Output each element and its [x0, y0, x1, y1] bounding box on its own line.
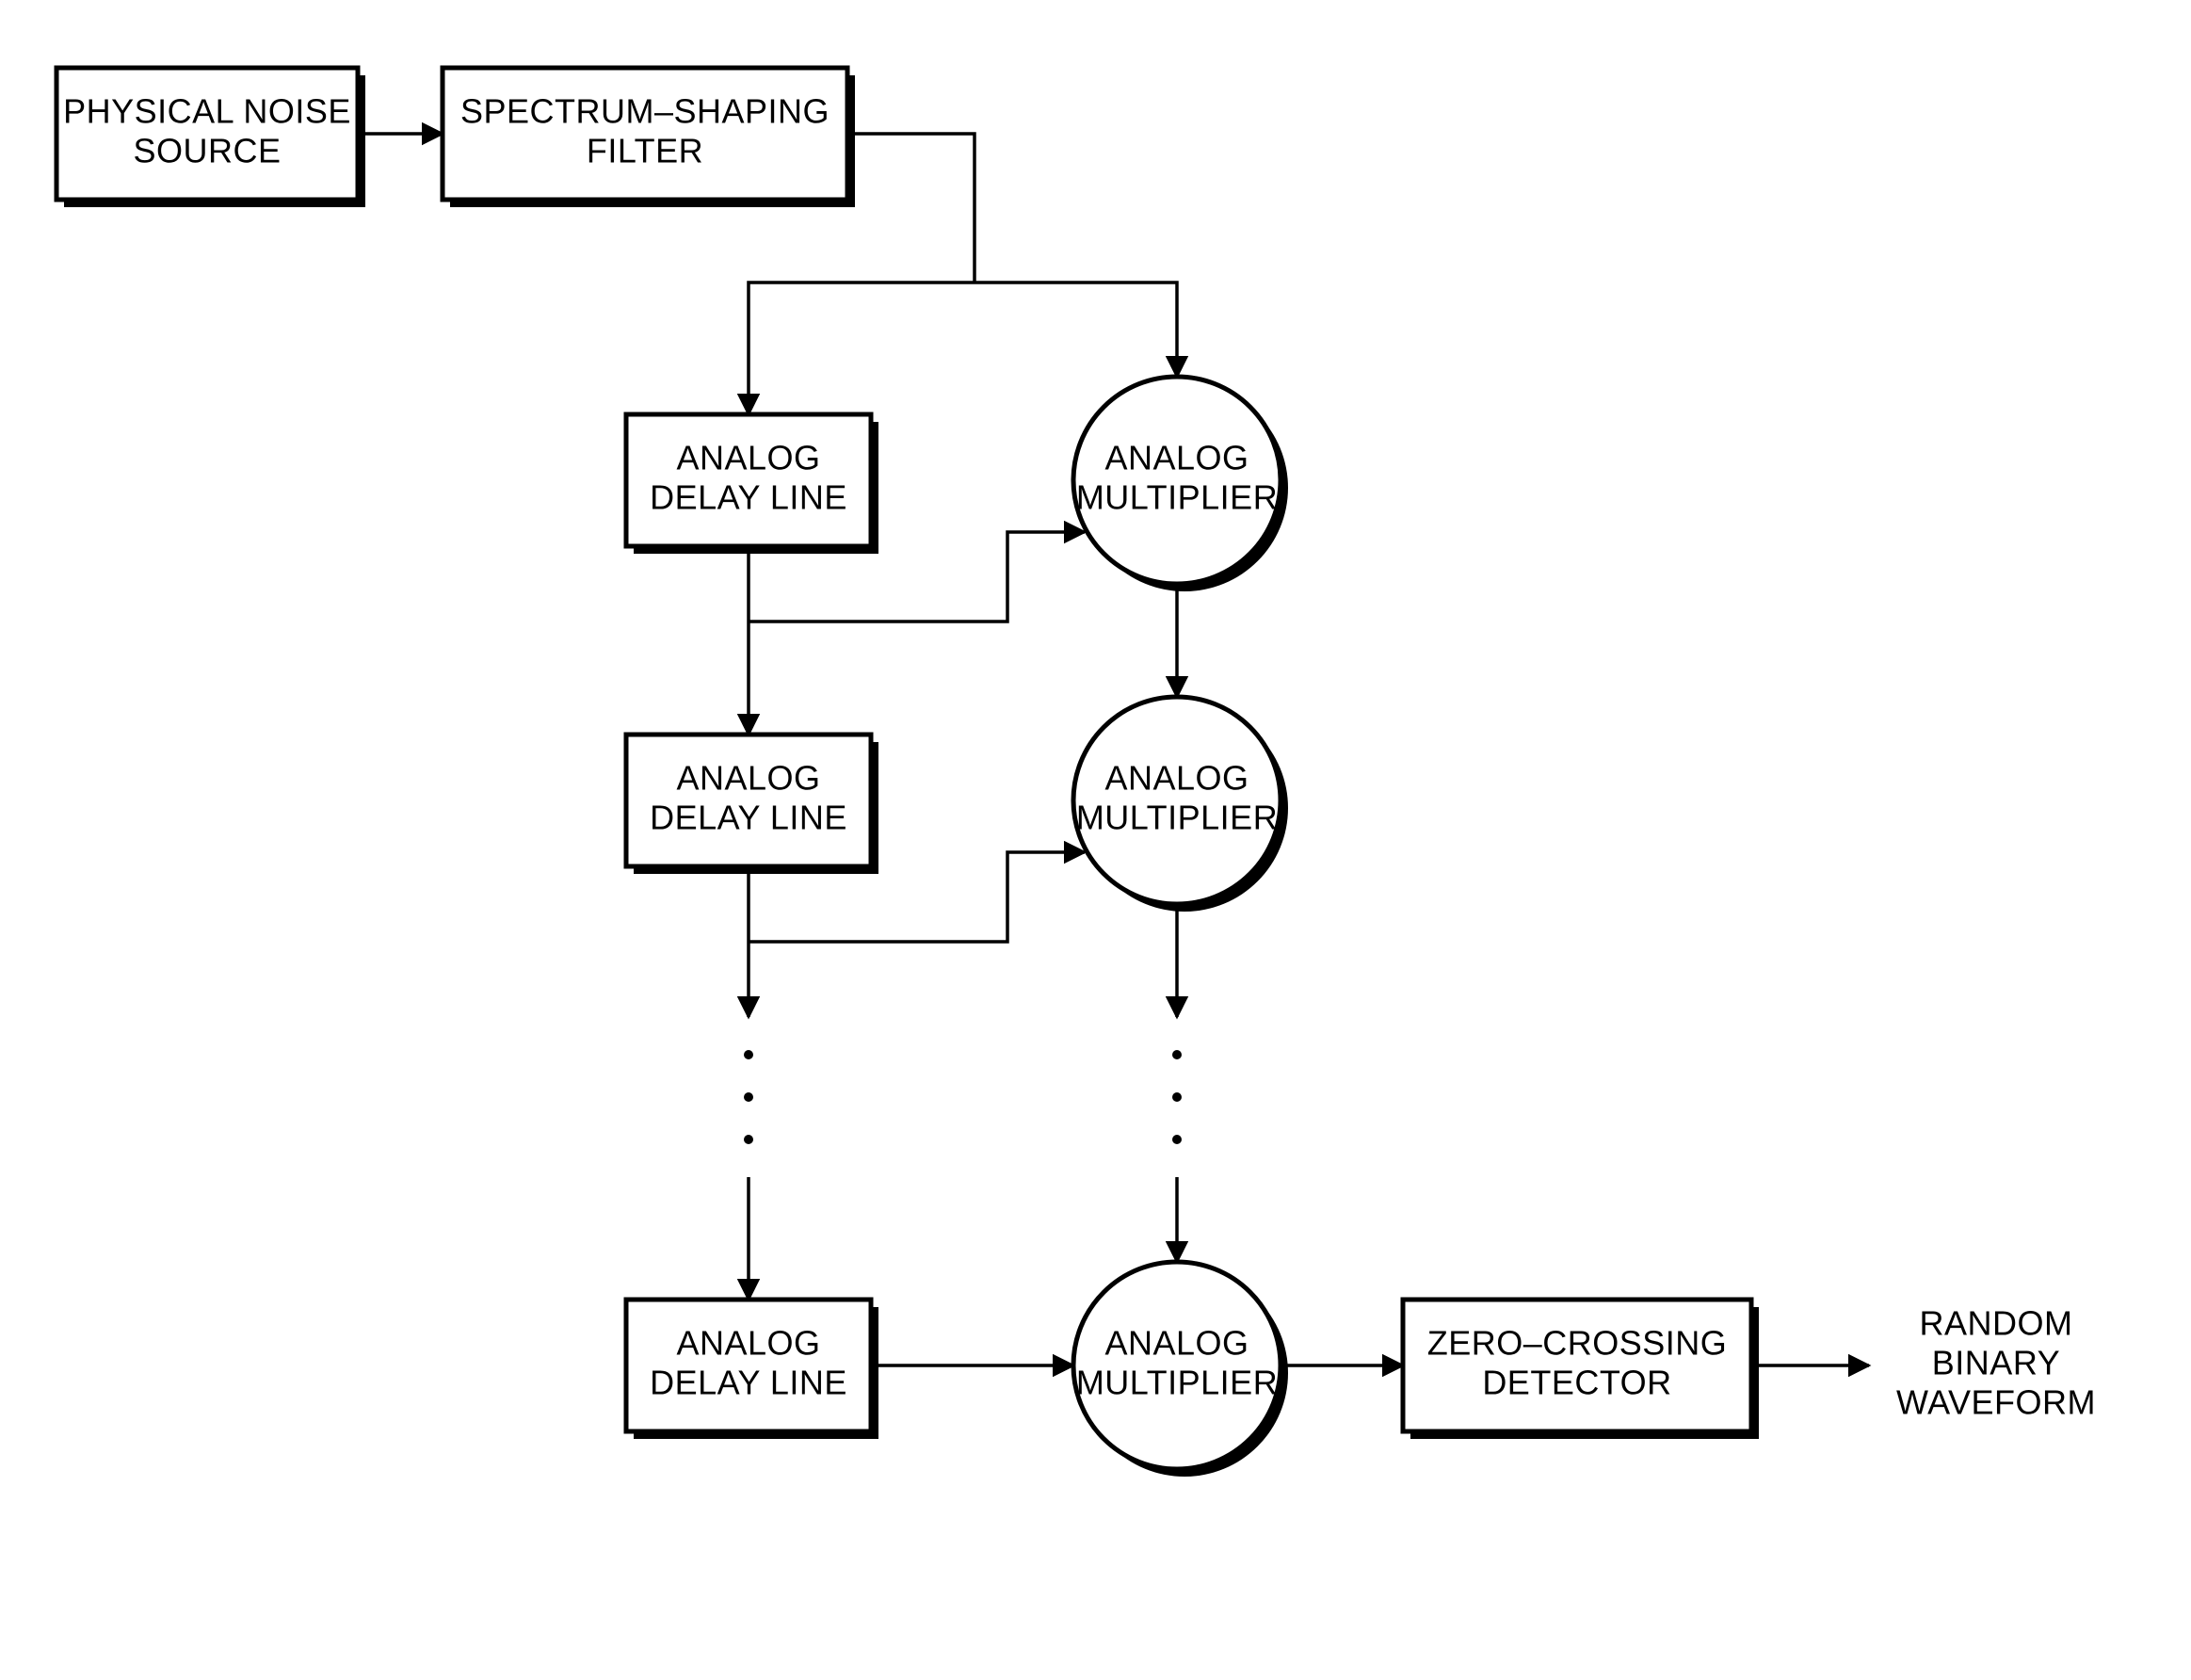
dots-left-dot: [744, 1050, 753, 1059]
dots-right-dot: [1172, 1092, 1182, 1102]
box-noise-line-0: PHYSICAL NOISE: [63, 92, 351, 131]
dots-right-dot: [1172, 1050, 1182, 1059]
circle-mult3-line-0: ANALOG: [1104, 1324, 1249, 1363]
output-label-line-0: RANDOM: [1920, 1304, 2073, 1343]
box-delay1-line-1: DELAY LINE: [650, 478, 847, 517]
dots-right-dot: [1172, 1135, 1182, 1144]
edge-e-split-left: [749, 283, 975, 414]
circle-mult1-line-0: ANALOG: [1104, 439, 1249, 477]
box-filter-line-1: FILTER: [587, 132, 703, 170]
box-filter-line-0: SPECTRUM–SHAPING: [460, 92, 830, 131]
circle-mult2-line-1: MULTIPLIER: [1076, 799, 1278, 837]
dots-left-dot: [744, 1135, 753, 1144]
dots-left-dot: [744, 1092, 753, 1102]
box-delay3-line-0: ANALOG: [676, 1324, 820, 1363]
box-zcd-line-0: ZERO–CROSSING: [1427, 1324, 1728, 1363]
output-label-line-1: BINARY: [1932, 1344, 2060, 1382]
output-label-line-2: WAVEFORM: [1896, 1383, 2096, 1422]
box-delay2-line-0: ANALOG: [676, 759, 820, 798]
box-noise-line-1: SOURCE: [133, 132, 281, 170]
circle-mult3-line-1: MULTIPLIER: [1076, 1364, 1278, 1402]
box-delay3-line-1: DELAY LINE: [650, 1364, 847, 1402]
circle-mult2-line-0: ANALOG: [1104, 759, 1249, 798]
box-delay1-line-0: ANALOG: [676, 439, 820, 477]
circle-mult1-line-1: MULTIPLIER: [1076, 478, 1278, 517]
box-delay2-line-1: DELAY LINE: [650, 799, 847, 837]
edge-e-split-right: [975, 283, 1177, 377]
box-zcd-line-1: DETECTOR: [1482, 1364, 1671, 1402]
edge-e-filter-down: [847, 134, 975, 283]
